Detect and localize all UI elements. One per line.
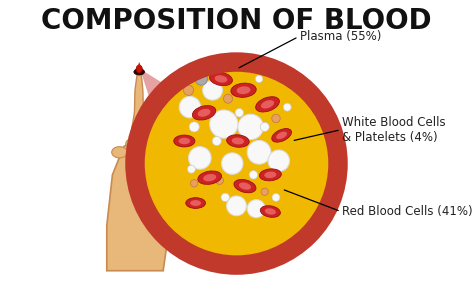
Ellipse shape — [134, 69, 145, 75]
Circle shape — [261, 188, 268, 195]
Circle shape — [224, 75, 232, 83]
Circle shape — [238, 114, 263, 140]
Circle shape — [179, 96, 201, 118]
Ellipse shape — [265, 208, 276, 215]
Circle shape — [260, 122, 269, 131]
Circle shape — [212, 136, 221, 146]
Ellipse shape — [126, 138, 141, 149]
Ellipse shape — [276, 132, 287, 139]
Circle shape — [221, 193, 229, 202]
Circle shape — [221, 153, 243, 174]
Ellipse shape — [255, 97, 280, 112]
Text: White Blood Cells
& Platelets (4%): White Blood Cells & Platelets (4%) — [342, 116, 446, 144]
Ellipse shape — [186, 198, 205, 208]
Polygon shape — [137, 62, 141, 68]
Ellipse shape — [140, 144, 156, 155]
Circle shape — [189, 122, 199, 132]
Circle shape — [247, 200, 265, 218]
Ellipse shape — [193, 105, 216, 120]
Text: COMPOSITION OF BLOOD: COMPOSITION OF BLOOD — [41, 7, 432, 35]
Ellipse shape — [236, 86, 251, 94]
Ellipse shape — [215, 75, 228, 83]
Polygon shape — [107, 141, 169, 271]
Ellipse shape — [234, 179, 256, 193]
Circle shape — [202, 80, 222, 100]
Text: Red Blood Cells (41%): Red Blood Cells (41%) — [342, 205, 473, 218]
Circle shape — [185, 75, 192, 83]
Circle shape — [268, 150, 289, 171]
Ellipse shape — [190, 200, 201, 206]
Circle shape — [189, 147, 211, 169]
Ellipse shape — [261, 100, 274, 109]
Circle shape — [272, 193, 280, 201]
Ellipse shape — [264, 171, 276, 178]
Circle shape — [191, 180, 198, 187]
Ellipse shape — [136, 65, 142, 73]
Circle shape — [283, 103, 291, 111]
Ellipse shape — [203, 174, 216, 181]
Ellipse shape — [239, 182, 251, 190]
Polygon shape — [135, 70, 191, 226]
Ellipse shape — [259, 169, 281, 181]
Circle shape — [247, 140, 271, 164]
Ellipse shape — [231, 83, 256, 97]
Circle shape — [255, 75, 263, 83]
Circle shape — [195, 73, 208, 85]
Circle shape — [224, 94, 233, 103]
Ellipse shape — [112, 147, 127, 158]
Ellipse shape — [198, 109, 210, 117]
Ellipse shape — [198, 171, 221, 184]
Circle shape — [249, 171, 258, 179]
Circle shape — [235, 109, 244, 117]
Ellipse shape — [272, 129, 291, 142]
Circle shape — [184, 85, 193, 95]
Text: Plasma (55%): Plasma (55%) — [300, 30, 381, 43]
Circle shape — [135, 62, 338, 265]
Ellipse shape — [178, 138, 190, 144]
Ellipse shape — [227, 135, 249, 147]
Polygon shape — [129, 68, 143, 147]
Circle shape — [210, 110, 238, 138]
Circle shape — [227, 196, 246, 216]
Circle shape — [187, 165, 195, 173]
Circle shape — [216, 177, 224, 184]
Ellipse shape — [260, 206, 280, 217]
Ellipse shape — [210, 72, 232, 86]
Circle shape — [272, 114, 280, 123]
Ellipse shape — [174, 135, 195, 147]
Ellipse shape — [232, 138, 244, 144]
